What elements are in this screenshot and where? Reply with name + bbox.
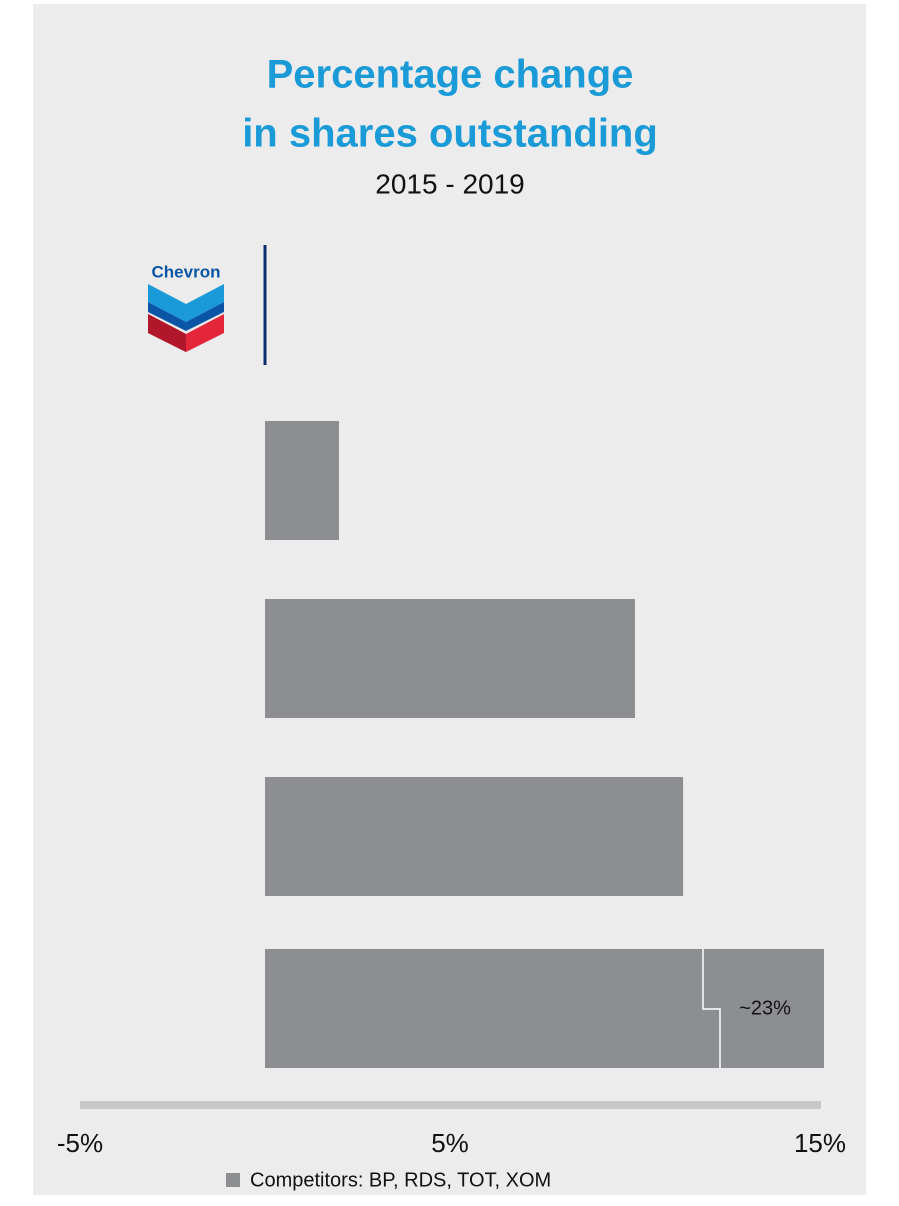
bar bbox=[265, 949, 824, 1068]
x-tick-label: 15% bbox=[794, 1128, 846, 1158]
bar bbox=[265, 599, 635, 718]
chart-subtitle: 2015 - 2019 bbox=[375, 168, 524, 199]
bar bbox=[265, 777, 684, 896]
legend-swatch bbox=[226, 1173, 240, 1187]
x-axis bbox=[80, 1101, 821, 1109]
category-label: Chevron bbox=[152, 262, 221, 281]
chart-title: in shares outstanding bbox=[242, 112, 658, 156]
bar bbox=[265, 421, 339, 540]
legend-label: Competitors: BP, RDS, TOT, XOM bbox=[250, 1169, 551, 1191]
highlight-bar bbox=[263, 245, 267, 365]
chevron-logo bbox=[148, 284, 224, 352]
axis-break bbox=[702, 949, 721, 1068]
plot-area bbox=[263, 245, 824, 1068]
value-label: ~23% bbox=[739, 997, 791, 1019]
x-tick-label: -5% bbox=[57, 1128, 103, 1158]
chart-title: Percentage change bbox=[267, 53, 634, 97]
x-tick-label: 5% bbox=[431, 1128, 469, 1158]
